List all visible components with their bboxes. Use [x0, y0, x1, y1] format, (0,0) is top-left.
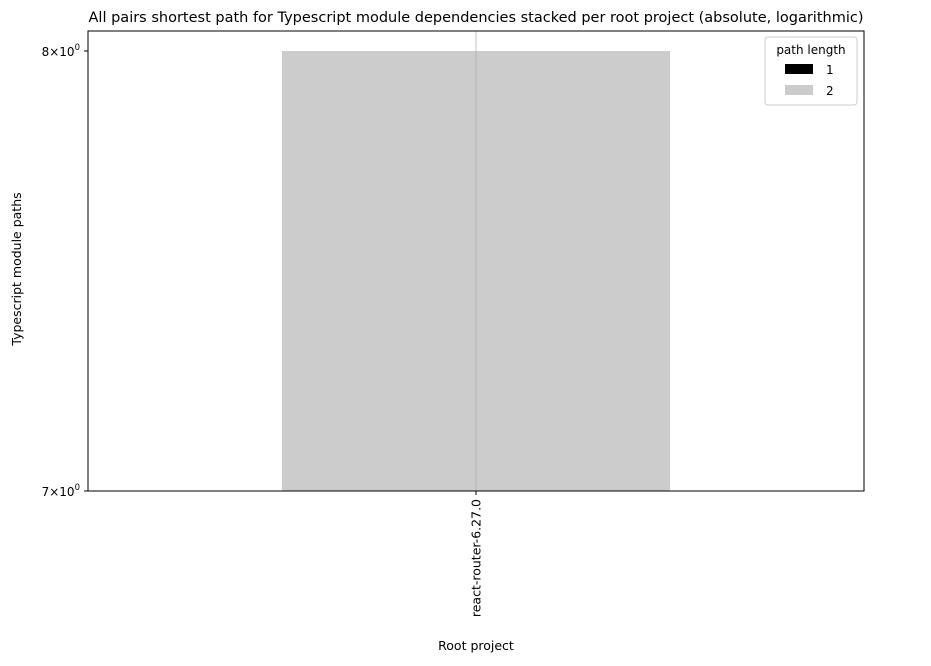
- chart-title: All pairs shortest path for Typescript m…: [89, 10, 864, 26]
- y-axis-label: Typescript module paths: [9, 192, 24, 346]
- x-axis-label: Root project: [438, 638, 514, 653]
- legend-label-2: 2: [826, 84, 834, 98]
- legend-title: path length: [776, 43, 845, 57]
- legend-swatch-1: [785, 64, 813, 74]
- y-tick-label: 8×100: [42, 43, 80, 59]
- y-tick-label: 7×100: [42, 483, 80, 499]
- x-tick-label: react-router-6.27.0: [469, 499, 484, 617]
- legend: path length 1 2: [764, 36, 858, 106]
- legend-swatch-2: [785, 85, 813, 95]
- legend-label-1: 1: [826, 63, 834, 77]
